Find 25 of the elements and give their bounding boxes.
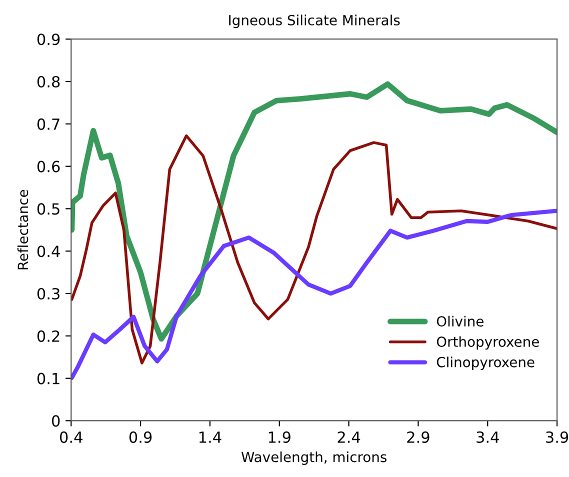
x-tick-label: 0.9 bbox=[129, 431, 152, 443]
y-tick-label: 0.4 bbox=[37, 246, 60, 258]
y-tick-label: 0.2 bbox=[37, 330, 60, 342]
legend-label: Clinopyroxene bbox=[436, 356, 534, 370]
x-tick-label: 0.4 bbox=[60, 431, 82, 443]
y-tick-label: 0.3 bbox=[37, 288, 60, 300]
chart-title: Igneous Silicate Minerals bbox=[229, 14, 400, 28]
line-series bbox=[71, 208, 558, 380]
y-tick-label: 0.7 bbox=[37, 118, 60, 130]
y-tick-label: 0.9 bbox=[37, 34, 60, 46]
y-tick-label: 0.1 bbox=[37, 372, 60, 384]
y-tick-label: 0 bbox=[52, 415, 60, 427]
y-tick-label: 0.6 bbox=[37, 160, 60, 172]
x-tick-label: 1.9 bbox=[268, 431, 290, 443]
y-axis-title: Reflectance bbox=[17, 190, 28, 270]
x-axis-title: Wavelength, microns bbox=[241, 451, 386, 465]
legend-label: Orthopyroxene bbox=[436, 336, 539, 350]
x-tick-label: 3.4 bbox=[476, 431, 499, 443]
y-tick-label: 0.8 bbox=[37, 76, 60, 88]
x-tick-label: 2.4 bbox=[338, 431, 360, 443]
y-tick-label: 0.5 bbox=[37, 203, 60, 215]
x-tick-label: 2.9 bbox=[407, 431, 430, 443]
legend-label: Olivine bbox=[436, 316, 484, 327]
x-tick-label: 1.4 bbox=[199, 432, 222, 443]
x-tick-label: 3.9 bbox=[546, 431, 568, 443]
